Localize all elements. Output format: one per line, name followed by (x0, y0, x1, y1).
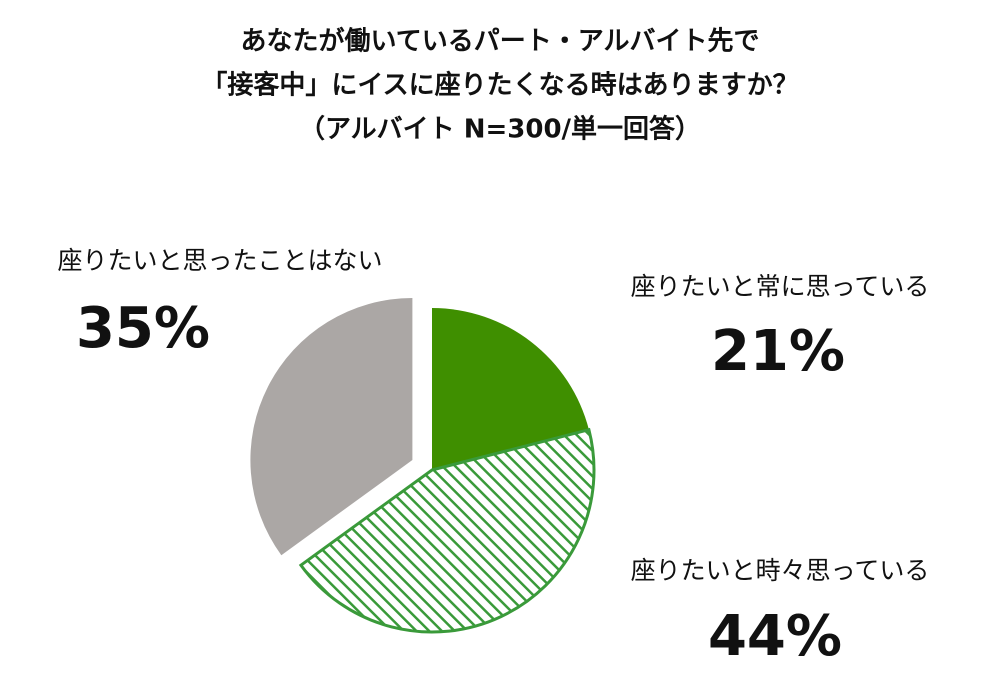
slice-label: 座りたいと時々思っている (631, 556, 930, 585)
chart-title: 「接客中」にイスに座りたくなる時はありますか？ (201, 70, 798, 101)
value-label: 21% (711, 319, 845, 384)
slice-label: 座りたいと思ったことはない (57, 246, 382, 275)
chart-title: （アルバイト N=300/単一回答） (299, 114, 701, 145)
pie-slice (298, 427, 596, 634)
value-label: 35% (76, 296, 210, 361)
pie-slice (432, 308, 589, 470)
pie-slice (250, 298, 413, 556)
chart-title: あなたが働いているパート・アルバイト先で (241, 26, 760, 57)
slice-label: 座りたいと常に思っている (631, 272, 930, 301)
value-label: 44% (708, 604, 842, 669)
